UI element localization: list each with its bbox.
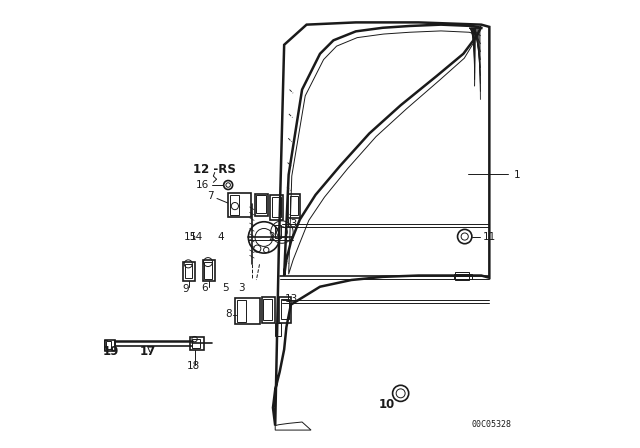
Bar [185, 264, 192, 278]
Text: 16: 16 [196, 180, 209, 190]
Bar [279, 297, 291, 323]
Bar [192, 339, 200, 348]
Bar [271, 197, 280, 217]
Text: 13: 13 [285, 294, 298, 304]
Bar [228, 193, 252, 217]
Bar [105, 340, 115, 351]
Text: 2: 2 [268, 233, 275, 242]
Bar [270, 195, 284, 220]
Bar [106, 341, 111, 349]
Text: 19: 19 [102, 345, 119, 358]
Bar [275, 323, 280, 336]
Text: 15: 15 [184, 233, 196, 242]
Text: 14: 14 [190, 233, 204, 242]
Bar [288, 194, 300, 218]
Bar [289, 196, 298, 215]
Text: 12 -RS: 12 -RS [193, 163, 236, 176]
Text: 4: 4 [217, 233, 224, 242]
Bar [190, 337, 204, 350]
Bar [275, 225, 280, 238]
Bar [184, 262, 195, 281]
Text: 00C05328: 00C05328 [472, 420, 512, 429]
Text: 3: 3 [238, 283, 245, 293]
Bar [235, 298, 260, 324]
Text: 11: 11 [483, 232, 496, 241]
Text: 13: 13 [285, 219, 298, 229]
Bar [455, 272, 468, 280]
Bar [237, 300, 246, 322]
Bar [262, 297, 275, 323]
Bar [255, 194, 269, 216]
Text: 6: 6 [202, 283, 208, 293]
Text: 8: 8 [226, 309, 232, 319]
Text: 10: 10 [379, 398, 396, 411]
Bar [257, 195, 266, 213]
Text: 1: 1 [514, 170, 520, 180]
Bar [204, 262, 212, 279]
Text: 9: 9 [182, 284, 189, 294]
Text: 5: 5 [223, 283, 229, 293]
Text: 18: 18 [187, 362, 200, 371]
Bar [203, 260, 215, 281]
Bar [230, 195, 239, 215]
Text: 17: 17 [140, 345, 156, 358]
Text: 7: 7 [207, 191, 214, 201]
Bar [454, 274, 472, 279]
Bar [280, 299, 289, 319]
Bar [263, 299, 272, 320]
